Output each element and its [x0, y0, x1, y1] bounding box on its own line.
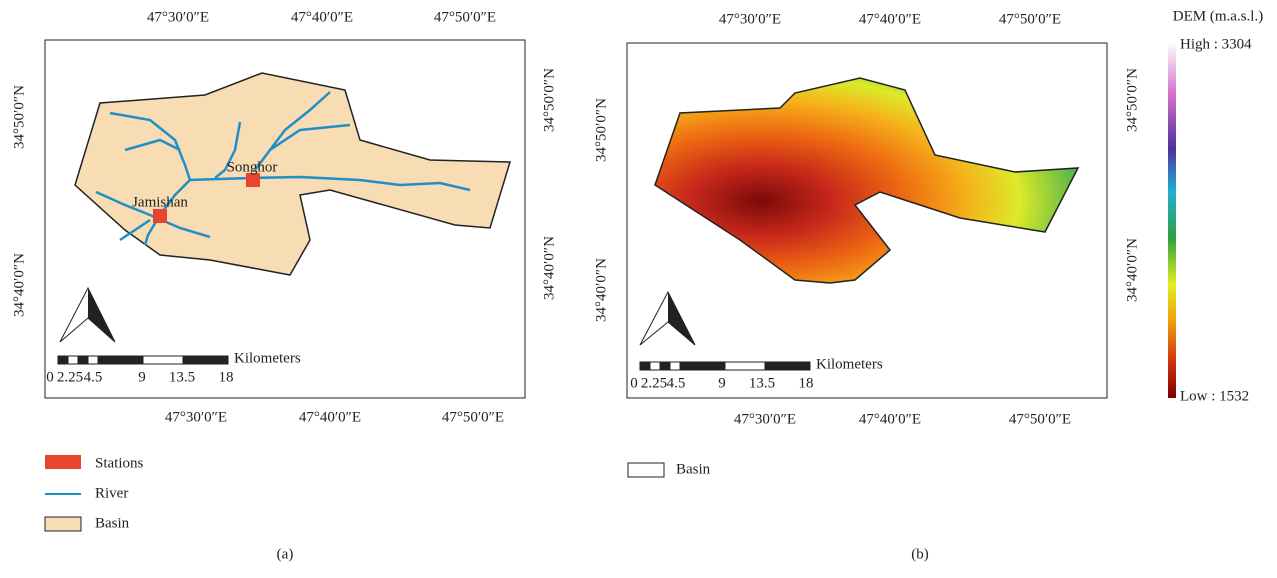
scale-bar: [143, 356, 183, 364]
lon-label: 47°30′0″E: [734, 411, 796, 427]
scale-bar: [670, 362, 680, 370]
lon-label: 47°40′0″E: [291, 9, 353, 25]
scale-unit: Kilometers: [234, 350, 301, 366]
scale-bar: [650, 362, 660, 370]
scale-label: 2.25: [641, 375, 667, 391]
lon-label: 47°30′0″E: [719, 11, 781, 27]
scale-label: 2.25: [57, 369, 83, 385]
legend-label: Basin: [676, 461, 711, 477]
colorbar-title: DEM (m.a.s.l.): [1173, 8, 1263, 24]
lat-label: 34°40′0″N: [11, 253, 27, 317]
scale-label: 4.5: [84, 369, 103, 385]
dem-basin: [655, 78, 1078, 283]
lon-label: 47°30′0″E: [147, 9, 209, 25]
lon-label: 47°40′0″E: [859, 11, 921, 27]
scale-bar: [183, 356, 228, 364]
lon-label: 47°40′0″E: [299, 409, 361, 425]
scale-bar: [68, 356, 78, 364]
scale-label: 4.5: [667, 375, 686, 391]
legend-label: Basin: [95, 515, 130, 531]
station-label: Jamishan: [132, 194, 188, 210]
scale-bar: [640, 362, 650, 370]
lat-label: 34°50′0″N: [593, 98, 609, 162]
scale-label: 13.5: [749, 375, 775, 391]
legend-swatch: [45, 517, 81, 531]
scale-label: 13.5: [169, 369, 195, 385]
lon-label: 47°50′0″E: [442, 409, 504, 425]
scale-label: 9: [138, 369, 146, 385]
scale-bar: [680, 362, 725, 370]
scale-bar: [88, 356, 98, 364]
scale-label: 0: [630, 375, 638, 391]
scale-bar: [725, 362, 765, 370]
figure: 47°30′0″E 47°40′0″E 47°50′0″E 47°30′0″E 47°4…: [0, 0, 1277, 573]
lat-label: 34°50′0″N: [11, 85, 27, 149]
legend-swatch: [628, 463, 664, 477]
scale-bar: [78, 356, 88, 364]
lat-label: 34°40′0″N: [1124, 238, 1140, 302]
colorbar: [1168, 42, 1176, 398]
scale-bar: [58, 356, 68, 364]
scale-label: 9: [718, 375, 726, 391]
scale-bar: [98, 356, 143, 364]
lon-label: 47°40′0″E: [859, 411, 921, 427]
lat-label: 34°50′0″N: [541, 68, 557, 132]
lon-label: 47°50′0″E: [434, 9, 496, 25]
basin: [75, 73, 510, 275]
lat-label: 34°40′0″N: [541, 236, 557, 300]
north-arrow: [60, 288, 115, 342]
lon-label: 47°30′0″E: [165, 409, 227, 425]
north-arrow: [640, 292, 695, 345]
scale-bar: [660, 362, 670, 370]
caption: (a): [277, 546, 294, 562]
scale-bar: [765, 362, 810, 370]
lon-label: 47°50′0″E: [1009, 411, 1071, 427]
station-marker: [153, 209, 167, 223]
scale-label: 18: [219, 369, 234, 385]
colorbar-high: High : 3304: [1180, 36, 1252, 52]
scale-unit: Kilometers: [816, 356, 883, 372]
colorbar-low: Low : 1532: [1180, 388, 1249, 404]
lon-label: 47°50′0″E: [999, 11, 1061, 27]
legend-label: Stations: [95, 455, 144, 471]
station-label: Songhor: [227, 159, 278, 175]
lat-label: 34°40′0″N: [593, 258, 609, 322]
caption: (b): [911, 546, 929, 562]
lat-label: 34°50′0″N: [1124, 68, 1140, 132]
scale-label: 18: [799, 375, 814, 391]
scale-label: 0: [46, 369, 54, 385]
legend-label: River: [95, 485, 128, 501]
legend-swatch: [45, 455, 81, 469]
